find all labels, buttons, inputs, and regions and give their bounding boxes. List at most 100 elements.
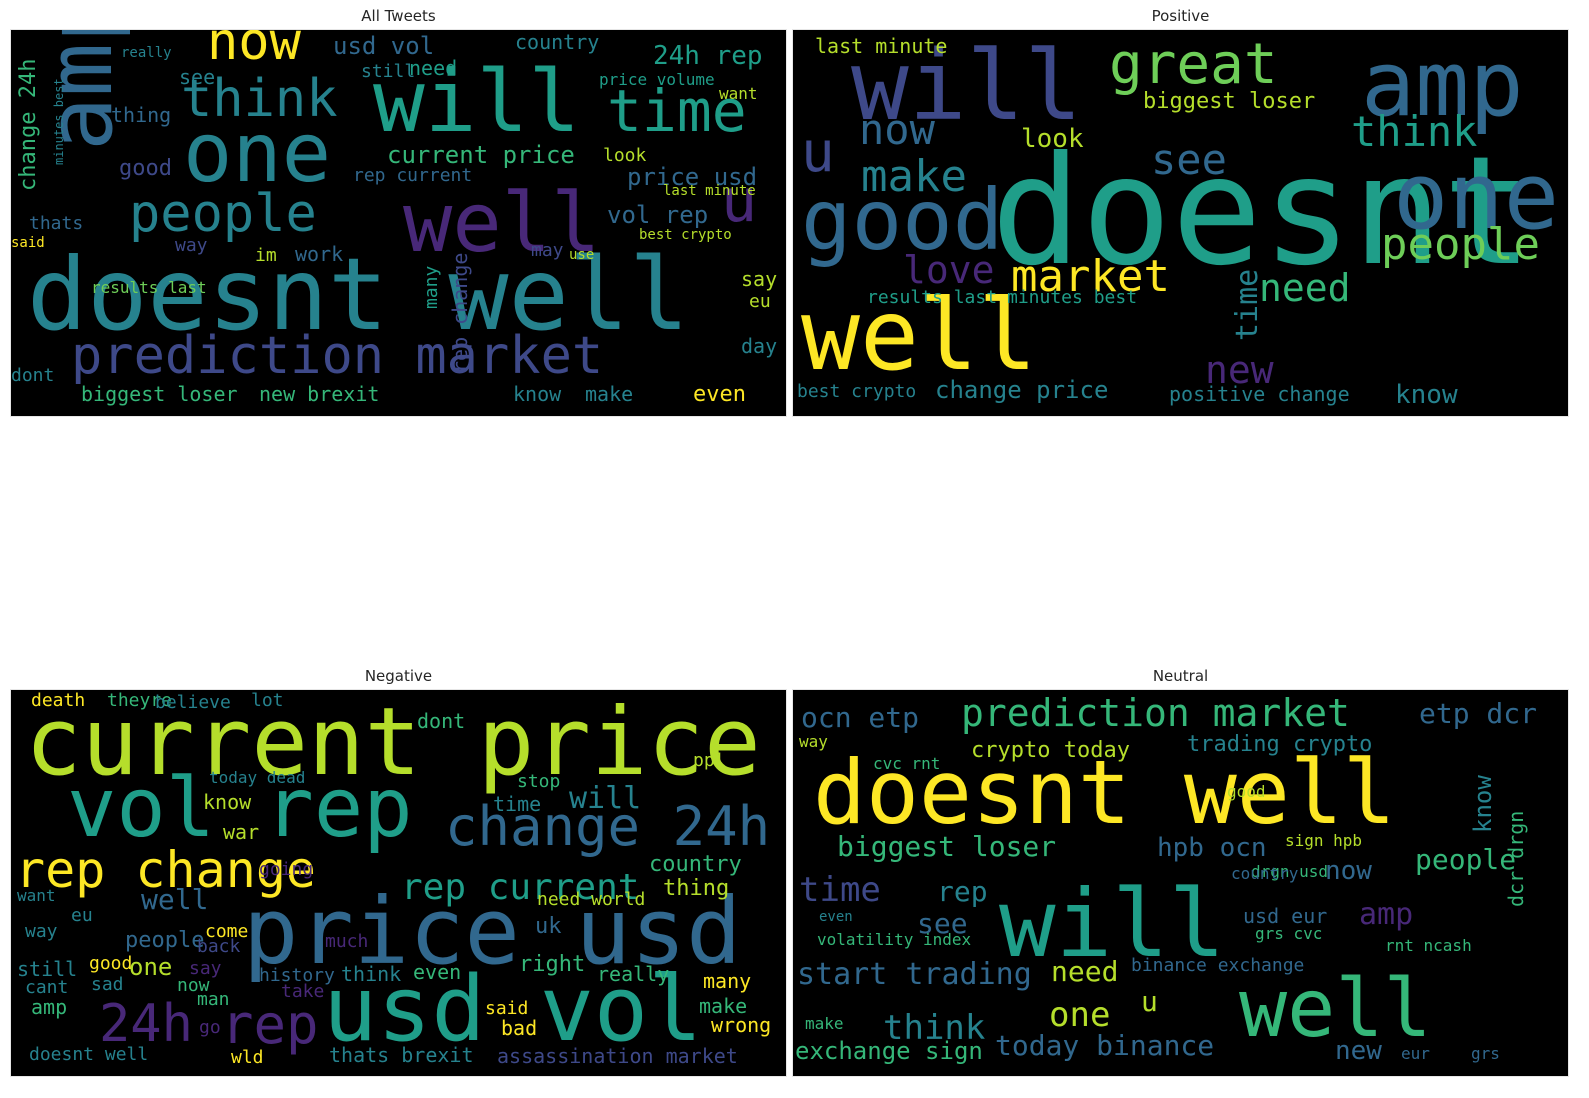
- cloud-word-come: come: [205, 921, 248, 942]
- cloud-word-well: well: [403, 176, 600, 271]
- cloud-word-doesnt-well: doesnt well: [27, 236, 689, 353]
- cloud-word-last-minute: last minute: [663, 183, 756, 199]
- cloud-word-way: way: [25, 921, 58, 942]
- cloud-word-price-volume: price volume: [599, 70, 715, 89]
- cloud-word-amp: amp: [31, 995, 67, 1019]
- cloud-word-one: one: [1393, 143, 1559, 250]
- cloud-word-great: great: [1109, 32, 1278, 97]
- cloud-word-say: say: [189, 958, 222, 979]
- cloud-word-see: see: [917, 907, 968, 940]
- cloud-word-amp: amp: [28, 30, 133, 151]
- cloud-word-sign-hpb: sign hpb: [1285, 831, 1362, 850]
- cloud-word-make: make: [585, 382, 633, 406]
- cloud-word-now: now: [1325, 856, 1372, 886]
- cloud-word-amp: amp: [1361, 32, 1524, 137]
- cloud-word-will: will: [373, 52, 580, 152]
- cloud-word-biggest-loser: biggest loser: [81, 382, 238, 406]
- cloud-word-people: people: [125, 928, 204, 953]
- cloud-word-said: said: [485, 998, 528, 1019]
- cloud-word-drgn-usd: drgn usd: [1251, 862, 1328, 881]
- cloud-word-history: history: [259, 965, 335, 986]
- panel-title-negative: Negative: [364, 667, 433, 685]
- cloud-word-look: look: [1021, 124, 1084, 154]
- cloud-word-even: even: [413, 960, 461, 984]
- cloud-word-24h: 24h: [99, 994, 193, 1054]
- cloud-word-doesnt-well: doesnt well: [991, 125, 1568, 299]
- cloud-word-country: country: [515, 30, 599, 54]
- cloud-word-many: many: [421, 265, 442, 309]
- cloud-word-said: said: [11, 235, 45, 251]
- cloud-word-take: take: [281, 981, 324, 1002]
- cloud-word-well: well: [1239, 962, 1432, 1055]
- cloud-word-know: know: [1469, 775, 1497, 833]
- cloud-word-biggest-loser: biggest loser: [837, 830, 1056, 863]
- cloud-word-say: say: [741, 267, 777, 291]
- cloud-word-vol-rep: vol rep: [607, 201, 708, 229]
- cloud-word-dont: dont: [417, 709, 465, 733]
- cloud-word-going: going: [259, 859, 313, 880]
- cloud-word-make: make: [805, 1014, 844, 1033]
- cloud-word-think: think: [181, 69, 338, 129]
- cloud-word-thats: thats: [29, 213, 83, 234]
- cloud-word-current-price: current price: [387, 141, 575, 169]
- cloud-word-stop: stop: [517, 771, 560, 792]
- cloud-word-ocn-etp: ocn etp: [801, 701, 919, 734]
- cloud-word-best-crypto: best crypto: [639, 227, 732, 243]
- cloud-word-crypto-today: crypto today: [971, 738, 1130, 763]
- cloud-word-believe: believe: [155, 692, 231, 713]
- cloud-word-love: love: [903, 248, 995, 292]
- cloud-word-much: much: [325, 931, 368, 952]
- cloud-word-well: well: [801, 279, 1037, 393]
- cloud-word-day: day: [741, 334, 777, 358]
- cloud-word-results-last: results last: [91, 278, 207, 297]
- cloud-word-bad: bad: [501, 1016, 537, 1040]
- cloud-word-see: see: [179, 65, 215, 89]
- cloud-word-really: really: [121, 45, 172, 61]
- cloud-word-now: now: [859, 105, 936, 154]
- cloud-word-results-last: results last: [867, 287, 997, 308]
- cloud-word-u: u: [801, 120, 835, 185]
- cloud-word-binance-exchange: binance exchange: [1131, 955, 1304, 976]
- cloud-word-grs-cvc: grs cvc: [1255, 924, 1322, 943]
- cloud-word-theyre: theyre: [107, 690, 172, 711]
- cloud-word-change-24h: change 24h: [16, 59, 41, 191]
- cloud-word-rep-current: rep current: [353, 165, 472, 186]
- cloud-word-last-minute: last minute: [815, 34, 947, 58]
- cloud-word-eu: eu: [749, 291, 771, 312]
- cloud-word-way: way: [175, 235, 208, 256]
- cloud-word-thats-brexit: thats brexit: [329, 1043, 474, 1067]
- cloud-word-will: will: [851, 30, 1082, 142]
- cloud-word-rep: rep: [221, 993, 319, 1056]
- cloud-word-positive-change: positive change: [1169, 382, 1350, 406]
- cloud-word-really: really: [597, 962, 669, 986]
- cloud-word-back: back: [197, 936, 241, 957]
- cloud-word-im: im: [255, 245, 277, 266]
- panel-title-positive: Positive: [1151, 7, 1210, 25]
- cloud-word-want: want: [719, 84, 758, 103]
- cloud-word-24h-rep: 24h rep: [653, 41, 763, 71]
- cloud-word-etp-dcr: etp dcr: [1419, 697, 1537, 730]
- cloud-word-biggest-loser: biggest loser: [1143, 89, 1315, 114]
- cloud-word-make: make: [861, 151, 967, 202]
- cloud-word-sad: sad: [91, 974, 124, 995]
- cloud-word-thing: thing: [663, 876, 729, 901]
- cloud-word-today-dead: today dead: [209, 768, 305, 787]
- cloud-word-u: u: [721, 166, 757, 236]
- cloud-word-war: war: [223, 820, 259, 844]
- cloud-word-prediction-market: prediction market: [71, 326, 603, 386]
- cloud-word-good: good: [89, 953, 132, 974]
- cloud-word-country: country: [1231, 864, 1299, 883]
- cloud-word-cvc-rnt: cvc rnt: [873, 754, 940, 773]
- cloud-word-wrong: wrong: [711, 1013, 771, 1037]
- wordcloud-negative: current price price usd usd vol vol rep rep …: [10, 689, 787, 1077]
- cloud-word-dont: dont: [11, 365, 54, 386]
- cloud-word-wld: wld: [231, 1047, 264, 1068]
- cloud-word-ppl: ppl: [693, 750, 726, 771]
- cloud-word-trading-crypto: trading crypto: [1187, 732, 1372, 757]
- cloud-word-usd-vol: usd vol: [323, 957, 702, 1062]
- cloud-word-uk: uk: [535, 914, 562, 939]
- cloud-word-go: go: [199, 1017, 221, 1038]
- cloud-word-market: market: [1011, 251, 1170, 302]
- cloud-word-rep-change: rep change: [15, 841, 316, 899]
- cloud-word-price-usd: price usd: [627, 163, 757, 191]
